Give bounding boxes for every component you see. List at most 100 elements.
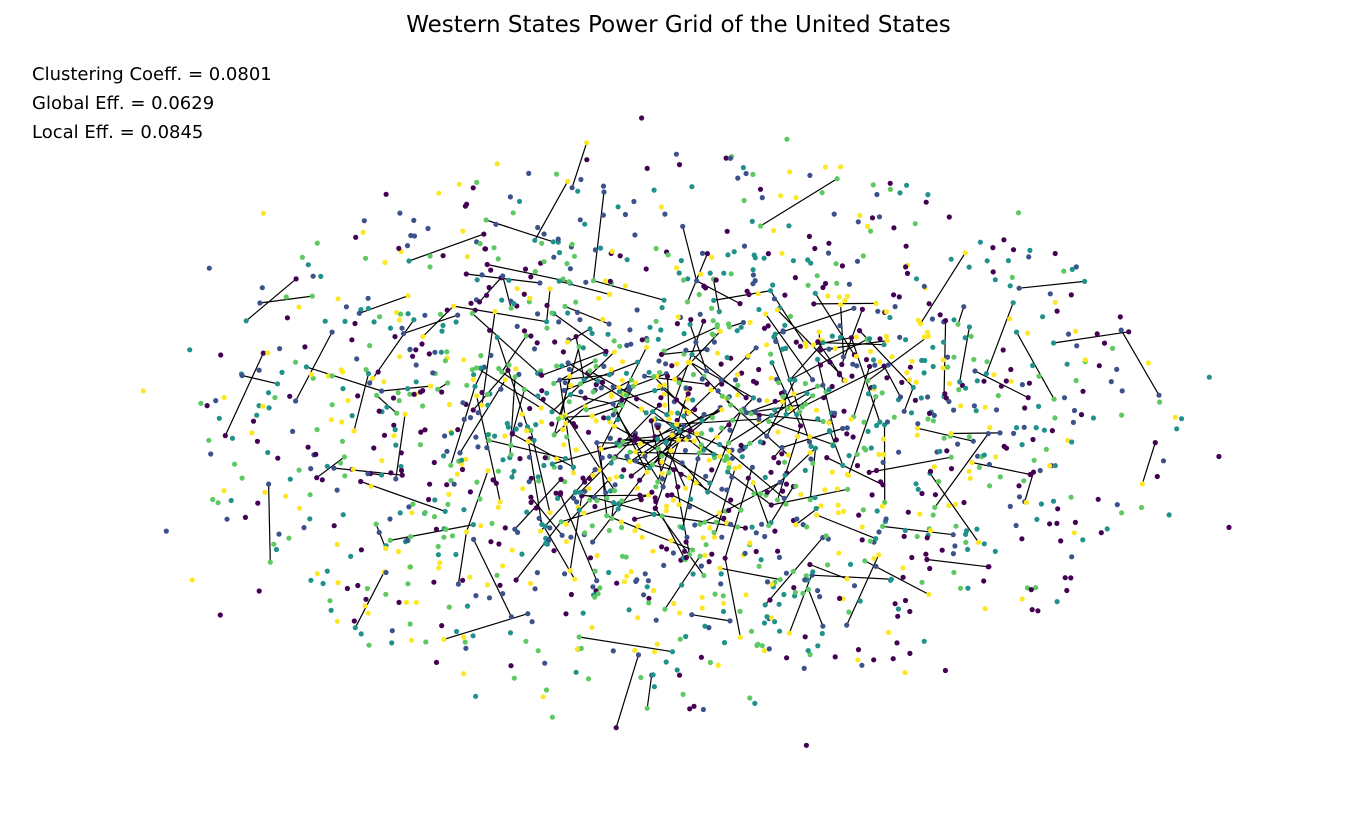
graph-node <box>1068 494 1074 500</box>
graph-node <box>688 317 694 323</box>
graph-edge <box>453 305 547 323</box>
graph-node <box>884 375 890 381</box>
graph-node <box>644 469 650 475</box>
graph-node <box>1010 300 1016 306</box>
graph-edge <box>959 326 970 383</box>
graph-node <box>656 402 663 408</box>
graph-node <box>777 479 783 485</box>
graph-node <box>656 358 662 364</box>
graph-node <box>631 198 637 205</box>
graph-node <box>907 364 914 370</box>
graph-node <box>802 380 809 387</box>
graph-node <box>1118 327 1124 333</box>
graph-node <box>786 630 792 636</box>
graph-node <box>532 269 538 275</box>
graph-node <box>1021 478 1027 484</box>
graph-node <box>314 571 320 577</box>
graph-edge <box>671 494 731 525</box>
graph-node <box>284 315 290 321</box>
graph-node <box>505 424 511 430</box>
graph-node <box>405 311 411 317</box>
graph-node <box>812 245 818 252</box>
graph-node <box>987 425 993 431</box>
graph-node <box>578 389 584 395</box>
graph-node <box>1029 607 1035 613</box>
graph-node <box>917 321 924 327</box>
graph-node <box>903 243 909 249</box>
graph-node <box>573 334 579 340</box>
graph-node <box>482 246 488 252</box>
graph-node <box>825 293 831 299</box>
graph-node <box>660 484 666 490</box>
graph-node <box>496 365 502 372</box>
graph-edge <box>360 480 446 512</box>
graph-node <box>761 255 767 261</box>
graph-node <box>613 474 620 480</box>
graph-node <box>805 648 811 654</box>
graph-node <box>945 354 951 360</box>
graph-node <box>1007 503 1013 509</box>
graph-node <box>689 612 695 618</box>
graph-node <box>945 364 951 370</box>
graph-node <box>703 473 709 479</box>
graph-node <box>528 494 534 500</box>
graph-node <box>864 223 871 229</box>
graph-node <box>644 584 650 590</box>
graph-nodes <box>140 115 1232 748</box>
graph-edge <box>869 456 952 473</box>
graph-node <box>753 548 759 555</box>
graph-node <box>711 529 717 535</box>
graph-node <box>532 237 538 243</box>
graph-node <box>363 367 369 373</box>
graph-edge <box>562 415 593 418</box>
graph-edge <box>1120 329 1160 396</box>
graph-node <box>919 490 925 497</box>
graph-node <box>844 576 850 582</box>
graph-node <box>805 586 812 593</box>
graph-node <box>615 417 621 423</box>
graph-node <box>1010 247 1017 253</box>
graph-node <box>834 176 840 182</box>
graph-node <box>555 236 561 242</box>
graph-node <box>314 475 320 481</box>
graph-edge <box>541 350 607 376</box>
graph-node <box>1023 499 1029 505</box>
graph-node <box>355 393 361 399</box>
graph-node <box>688 496 694 502</box>
graph-node <box>1114 502 1120 508</box>
graph-node <box>818 347 824 353</box>
graph-node <box>218 352 224 358</box>
graph-node <box>621 467 627 473</box>
graph-node <box>508 442 514 448</box>
graph-node <box>493 480 499 486</box>
graph-node <box>644 165 650 171</box>
graph-node <box>768 502 774 508</box>
graph-node <box>1022 405 1028 411</box>
graph-node <box>494 161 500 167</box>
graph-node <box>325 373 331 379</box>
graph-node <box>593 363 599 369</box>
graph-node <box>512 374 518 380</box>
graph-node <box>406 258 412 264</box>
graph-node <box>444 307 450 313</box>
graph-node <box>887 186 894 192</box>
graph-edge <box>443 613 528 640</box>
graph-node <box>802 467 808 473</box>
graph-node <box>699 594 705 600</box>
graph-node <box>650 409 656 415</box>
graph-node <box>868 445 874 451</box>
graph-node <box>387 325 394 331</box>
graph-node <box>718 571 724 577</box>
graph-node <box>728 402 734 408</box>
graph-node <box>592 594 598 600</box>
graph-node <box>598 385 604 391</box>
graph-node <box>818 503 824 509</box>
graph-node <box>634 396 640 402</box>
graph-edge <box>465 470 489 532</box>
graph-node <box>724 487 730 493</box>
graph-node <box>729 455 736 461</box>
graph-node <box>813 505 819 512</box>
graph-node <box>485 432 491 438</box>
graph-node <box>720 593 726 599</box>
graph-node <box>594 440 600 446</box>
